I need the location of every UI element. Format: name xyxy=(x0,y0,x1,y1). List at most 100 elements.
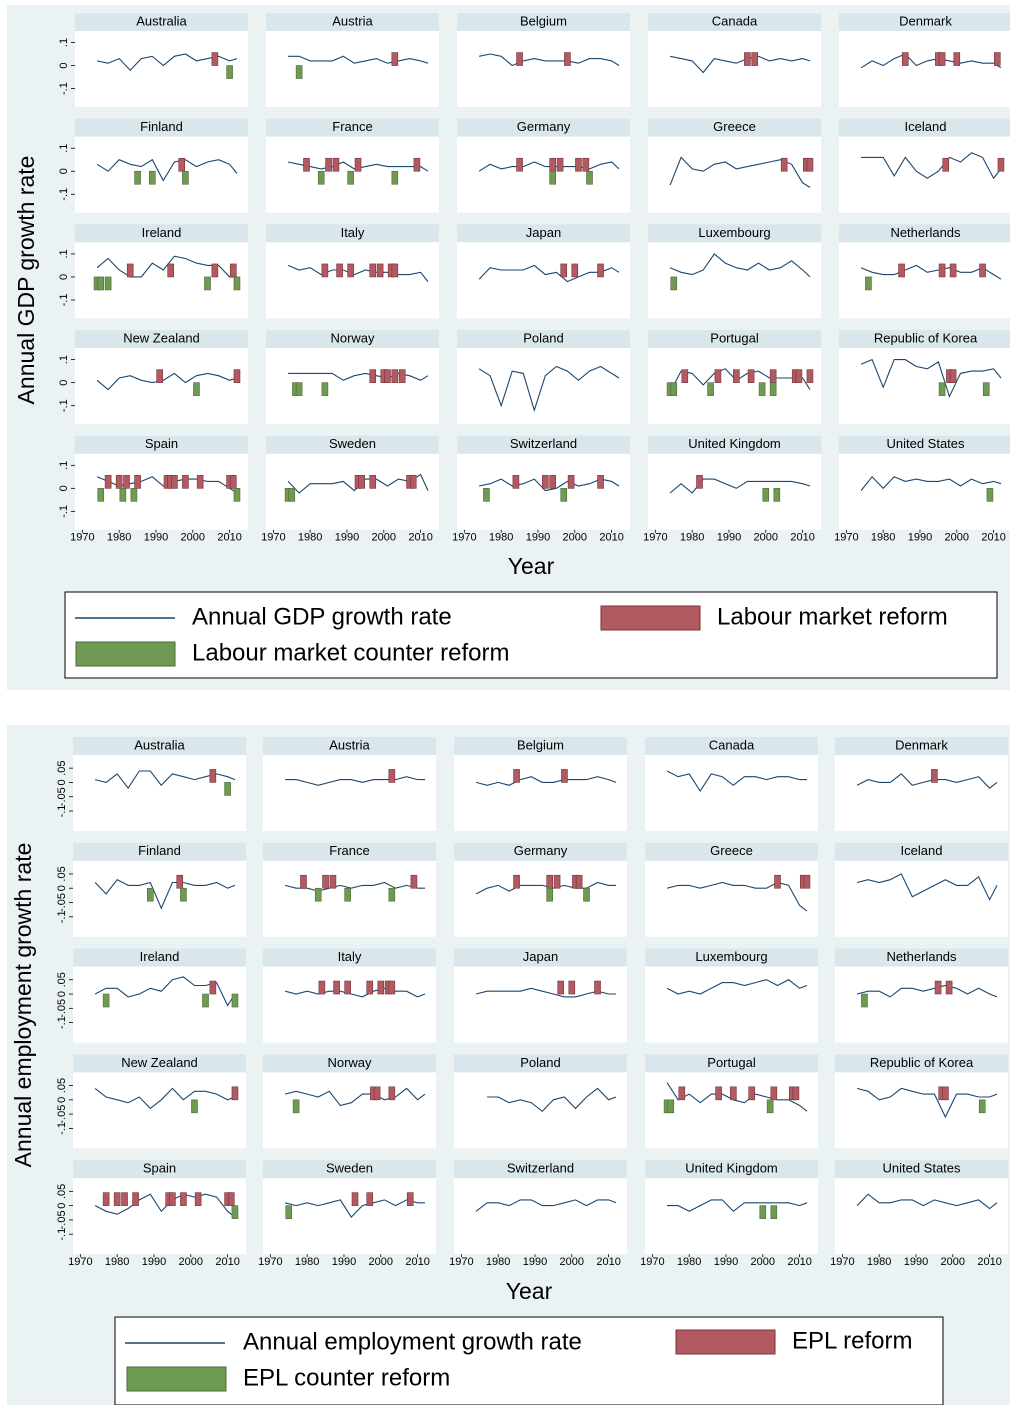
reform-bar xyxy=(567,475,575,489)
reform-bar xyxy=(556,157,564,172)
plot-area xyxy=(454,1178,627,1255)
reform-bar xyxy=(549,157,557,172)
counter-reform-bar xyxy=(770,1205,778,1219)
panel-strip xyxy=(839,435,1010,454)
plot-area xyxy=(73,1072,246,1149)
reform-bar xyxy=(997,157,1005,172)
counter-reform-bar xyxy=(146,887,154,902)
x-tick-label: 1990 xyxy=(332,1256,356,1268)
counter-reform-bar xyxy=(865,276,872,291)
y-tick-label: .05 xyxy=(56,1078,68,1093)
reform-bar xyxy=(182,475,189,489)
panel-strip xyxy=(454,948,627,967)
x-tick-label: 1970 xyxy=(68,1256,92,1268)
counter-reform-bar xyxy=(586,170,593,185)
x-tick-label: 1970 xyxy=(643,532,667,544)
y-tick-label: 0 xyxy=(58,485,70,491)
x-tick-label: 2000 xyxy=(372,532,396,544)
reform-bar xyxy=(233,369,241,383)
plot-area xyxy=(73,1178,246,1255)
reform-bar xyxy=(406,1192,414,1206)
panel-title: Denmark xyxy=(899,13,952,28)
reform-bar xyxy=(949,369,957,383)
panel-title: Greece xyxy=(713,119,756,134)
gdp-line xyxy=(856,984,998,998)
counter-reform-bar xyxy=(193,382,200,396)
reform-bar xyxy=(770,1086,778,1101)
x-tick-label: 2010 xyxy=(787,1256,811,1268)
counter-reform-bar xyxy=(978,1099,986,1114)
counter-reform-bar xyxy=(321,382,329,396)
reform-bar xyxy=(113,1192,121,1206)
counter-reform-bar xyxy=(231,1205,239,1219)
reform-bar xyxy=(560,263,568,278)
panel-strip xyxy=(457,330,630,349)
panel-title: Luxembourg xyxy=(695,949,767,964)
y-tick-label: -.05 xyxy=(56,1105,68,1124)
reform-bar xyxy=(156,369,163,383)
panel-title: Iceland xyxy=(901,843,943,858)
x-tick-label: 1970 xyxy=(261,532,285,544)
panel-strip xyxy=(648,330,821,349)
reform-bar xyxy=(597,263,604,278)
counter-reform-bar xyxy=(295,65,303,79)
counter-reform-bar xyxy=(344,887,351,902)
counter-reform-bar xyxy=(670,382,678,396)
plot-area xyxy=(263,1072,436,1149)
plot-area xyxy=(835,966,1008,1043)
x-tick-label: 2000 xyxy=(754,532,778,544)
panel-strip xyxy=(266,224,439,243)
panel-title: Australia xyxy=(134,737,185,752)
panel-title: Norway xyxy=(327,1055,372,1070)
reform-bar xyxy=(546,874,554,889)
reform-bar xyxy=(178,157,186,172)
panel-title: Italy xyxy=(338,949,362,964)
panel-strip xyxy=(263,1160,436,1179)
reform-bar xyxy=(303,157,310,172)
counter-reform-bar xyxy=(773,488,781,502)
panel-title: Portugal xyxy=(710,331,759,346)
y-tick-label: -.1 xyxy=(56,1228,68,1241)
counter-reform-bar xyxy=(317,170,325,185)
plot-area xyxy=(457,242,630,319)
reform-bar xyxy=(132,1192,139,1206)
counter-reform-bar xyxy=(938,382,946,396)
counter-reform-bar xyxy=(97,488,105,502)
reform-bar xyxy=(938,52,946,66)
x-tick-label: 1980 xyxy=(680,532,704,544)
reform-bar xyxy=(898,263,905,278)
x-tick-label: 2000 xyxy=(369,1256,393,1268)
reform-bar xyxy=(806,369,814,383)
x-tick-label: 1980 xyxy=(107,532,131,544)
counter-reform-bar xyxy=(314,887,322,902)
counter-reform-bar xyxy=(667,1099,675,1114)
reform-bar xyxy=(229,263,237,278)
plot-area xyxy=(73,860,246,937)
x-tick-label: 2000 xyxy=(181,532,205,544)
gdp-line xyxy=(288,55,429,64)
gdp-line xyxy=(287,264,429,282)
reform-bar xyxy=(516,157,523,172)
counter-reform-bar xyxy=(391,170,399,185)
plot-area xyxy=(454,860,627,937)
x-tick-label: 1990 xyxy=(523,1256,547,1268)
counter-reform-bar xyxy=(233,488,241,502)
reform-bar xyxy=(369,263,377,278)
gdp-line xyxy=(669,156,811,188)
reform-bar xyxy=(369,475,377,489)
y-tick-label: 0 xyxy=(56,1097,68,1103)
counter-reform-bar xyxy=(670,276,678,291)
reform-bar xyxy=(333,980,340,995)
counter-reform-bar xyxy=(982,382,990,396)
panel-title: Japan xyxy=(523,949,558,964)
counter-reform-bar xyxy=(295,382,303,396)
gdp-line xyxy=(285,776,425,786)
reform-bar xyxy=(322,874,329,889)
gdp-line xyxy=(856,1193,998,1210)
x-tick-label: 1970 xyxy=(640,1256,664,1268)
legend-label: Annual GDP growth rate xyxy=(192,603,452,630)
plot-area xyxy=(457,31,630,107)
counter-reform-bar xyxy=(148,170,156,185)
legend-box xyxy=(114,1316,944,1405)
legend-label: Labour market reform xyxy=(717,603,948,630)
